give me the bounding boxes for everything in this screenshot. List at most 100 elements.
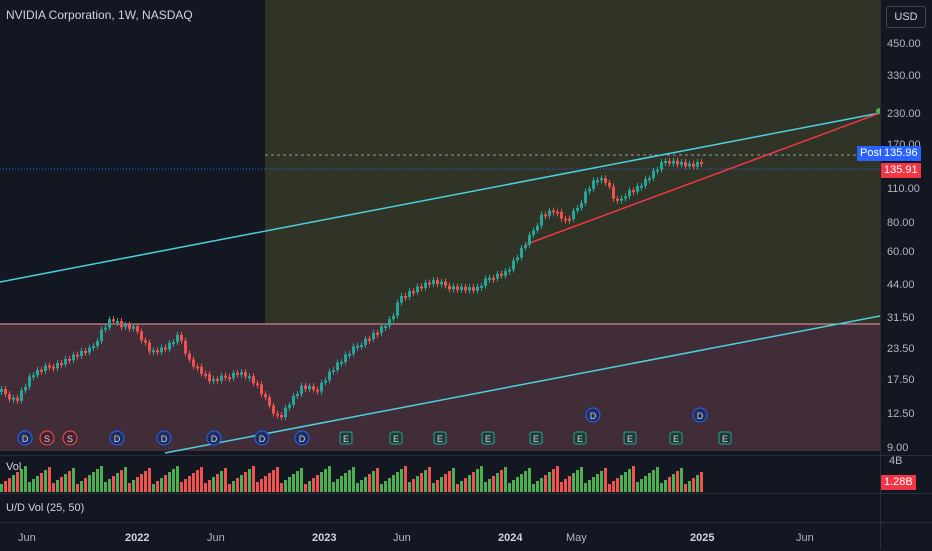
event-markers: D S S D D D D D E E E E E E E E E D D [17,407,732,446]
time-axis[interactable] [0,522,932,551]
candle [648,178,651,181]
volume-bar [452,468,455,492]
candle [436,280,439,285]
event-marker: E [433,431,447,445]
volume-bar [460,481,463,492]
candle [572,210,575,219]
volume-bar [200,467,203,492]
volume-bar [220,471,223,492]
volume-bar [100,466,103,492]
price-tick: 60.00 [887,246,915,258]
candle [280,414,283,418]
volume-bar [696,475,699,492]
volume-bar [332,482,335,492]
volume-bar [284,480,287,492]
volume-bar [512,480,515,492]
price-axis[interactable] [880,0,932,550]
candle [484,278,487,286]
volume-bar [608,484,611,492]
event-marker: D [109,430,125,446]
event-marker: E [389,431,403,445]
red-zone [0,324,880,451]
price-tick: 110.00 [887,183,920,195]
volume-bar [244,472,247,492]
volume-bar [248,469,251,492]
candle [464,286,467,291]
time-label: 2025 [690,532,715,544]
volume-bar [52,483,55,492]
candle [40,369,43,372]
volume-bar [296,471,299,492]
candle [156,350,159,353]
volume-label: Vol [6,461,22,473]
candle [552,210,555,213]
candle [32,375,35,378]
event-marker: D [585,407,601,423]
price-tick: 31.50 [887,312,915,324]
volume-bar [140,474,143,492]
candle [0,389,3,392]
volume-bar [148,468,151,492]
candle [676,160,679,165]
candle [624,196,627,199]
volume-bar [372,471,375,492]
volume-bar [624,472,627,492]
candle [680,162,683,165]
volume-bar [448,471,451,492]
volume-bar [432,483,435,492]
volume-bar [652,470,655,492]
candle [116,321,119,323]
candle [92,346,95,348]
volume-bar [192,473,195,492]
candle [216,378,219,381]
volume-bar [316,475,319,492]
volume-bar [276,467,279,492]
event-marker: E [481,431,495,445]
volume-bar [88,475,91,492]
candle [640,185,643,188]
candle [204,373,207,376]
candle [592,180,595,189]
volume-bar [292,474,295,492]
candle [112,319,115,322]
candle [604,178,607,183]
price-tick: 44.00 [887,279,915,291]
volume-pane[interactable] [0,456,880,492]
candle [20,390,23,401]
candle [416,286,419,292]
price-tick: 12.50 [887,408,915,420]
candle [444,281,447,286]
volume-bar [144,471,147,492]
volume-bar [592,477,595,492]
svg-text:D: D [590,411,597,421]
chart-title: NVIDIA Corporation, 1W, NASDAQ [6,8,193,22]
candle [516,257,519,261]
price-chart[interactable]: D S S D D D D D E E E E E E E E E D D [0,0,880,455]
currency-button[interactable]: USD [886,6,926,28]
volume-bar [576,470,579,492]
candle [504,271,507,276]
candle [288,404,291,408]
candle [272,405,275,414]
event-marker: D [17,430,33,446]
candle [100,329,103,341]
candle [196,366,199,369]
volume-bar [532,484,535,492]
svg-text:E: E [533,434,539,444]
volume-bar [664,480,667,492]
volume-scale: 4B [889,455,903,467]
candle [424,282,427,288]
volume-bar [580,467,583,492]
candle [636,186,639,192]
svg-text:E: E [437,434,443,444]
candle [120,321,123,328]
volume-bar [164,475,167,492]
candle [324,380,327,383]
volume-bar [360,480,363,492]
candle [524,244,527,248]
candle [384,326,387,328]
volume-bar [408,482,411,492]
trend-line [526,112,880,245]
candle [412,291,415,294]
candle [396,302,399,316]
